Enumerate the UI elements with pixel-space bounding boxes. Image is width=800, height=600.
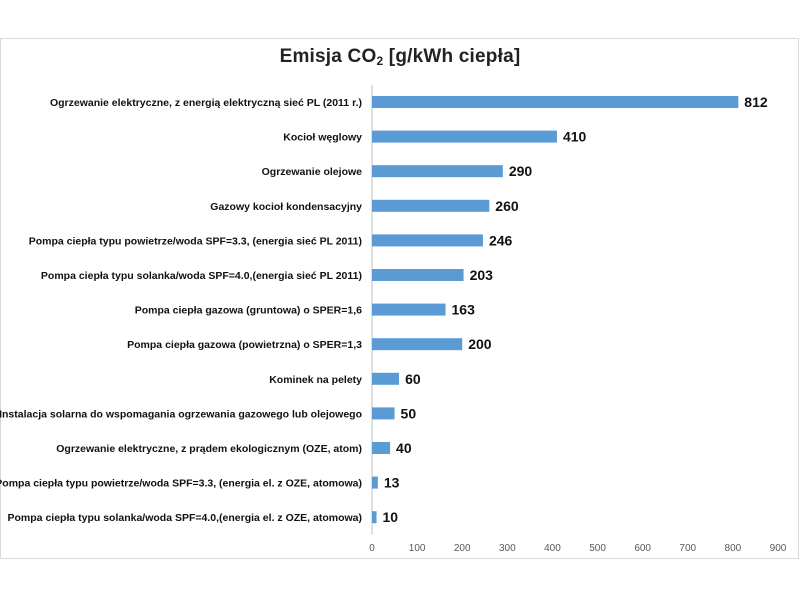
value-label: 410 <box>563 129 587 145</box>
bar <box>372 303 446 316</box>
value-label: 60 <box>405 371 421 387</box>
category-label: Ogrzewanie olejowe <box>262 166 363 178</box>
bar <box>372 269 464 281</box>
bar <box>372 234 483 247</box>
category-label: Pompa ciepła typu solanka/woda SPF=4.0,(… <box>8 512 362 524</box>
value-label: 812 <box>744 94 768 110</box>
category-label: Pompa ciepła gazowa (gruntowa) o SPER=1,… <box>135 305 362 317</box>
value-label: 290 <box>509 163 533 179</box>
value-label: 200 <box>468 336 492 352</box>
value-label: 203 <box>470 267 494 283</box>
x-tick-label: 300 <box>499 543 516 554</box>
x-tick-label: 900 <box>770 543 787 554</box>
x-tick-label: 800 <box>725 543 742 554</box>
bar <box>372 96 739 108</box>
value-label: 10 <box>383 509 399 525</box>
x-tick-label: 200 <box>454 543 471 554</box>
chart-frame <box>0 38 799 559</box>
category-label: Kocioł węglowy <box>283 132 362 144</box>
bar <box>372 511 377 524</box>
bar <box>372 407 395 420</box>
value-label: 246 <box>489 232 513 248</box>
category-label: Ogrzewanie elektryczne, z energią elektr… <box>50 97 362 109</box>
bar <box>372 130 557 143</box>
category-label: Ogrzewanie elektryczne, z prądem ekologi… <box>56 443 362 455</box>
bar <box>372 165 503 178</box>
category-label: Pompa ciepła typu solanka/woda SPF=4.0,(… <box>41 270 362 282</box>
x-tick-label: 100 <box>409 543 426 554</box>
x-tick-label: 700 <box>679 543 696 554</box>
category-label: Kominek na pelety <box>269 374 362 386</box>
category-label: Pompa ciepła gazowa (powietrzna) o SPER=… <box>127 339 362 351</box>
bar <box>372 372 400 385</box>
bar <box>372 476 378 489</box>
category-label: Instalacja solarna do wspomagania ogrzew… <box>0 408 362 420</box>
bar <box>372 338 463 351</box>
x-tick-label: 600 <box>634 543 651 554</box>
category-label: Gazowy kocioł kondensacyjny <box>210 201 362 213</box>
x-tick-label: 0 <box>369 543 375 554</box>
bar <box>372 199 490 212</box>
x-tick-label: 400 <box>544 543 561 554</box>
value-label: 260 <box>495 198 519 214</box>
chart-title: Emisja CO2 [g/kWh ciepła] <box>279 46 521 68</box>
category-label: Pompa ciepła typu powietrze/woda SPF=3.3… <box>0 478 362 490</box>
value-label: 163 <box>452 302 476 318</box>
x-tick-label: 500 <box>589 543 606 554</box>
bar <box>372 442 391 454</box>
category-label: Pompa ciepła typu powietrze/woda SPF=3.3… <box>29 235 362 247</box>
value-label: 13 <box>384 475 400 491</box>
value-label: 50 <box>401 405 417 421</box>
value-label: 40 <box>396 440 412 456</box>
